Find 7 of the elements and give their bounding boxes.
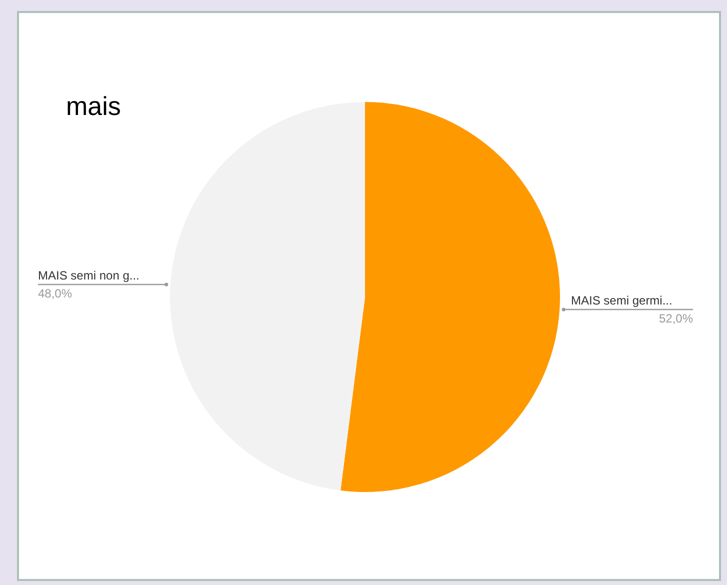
pie-slice <box>170 102 365 490</box>
pie-slice <box>340 102 560 492</box>
data-label: 52,0% <box>658 311 694 326</box>
slice-label: MAIS semi non g... <box>38 268 140 283</box>
slice-label: MAIS semi germi... <box>571 293 672 308</box>
data-label: 48,0% <box>38 286 72 301</box>
chart-title: mais <box>66 91 121 121</box>
